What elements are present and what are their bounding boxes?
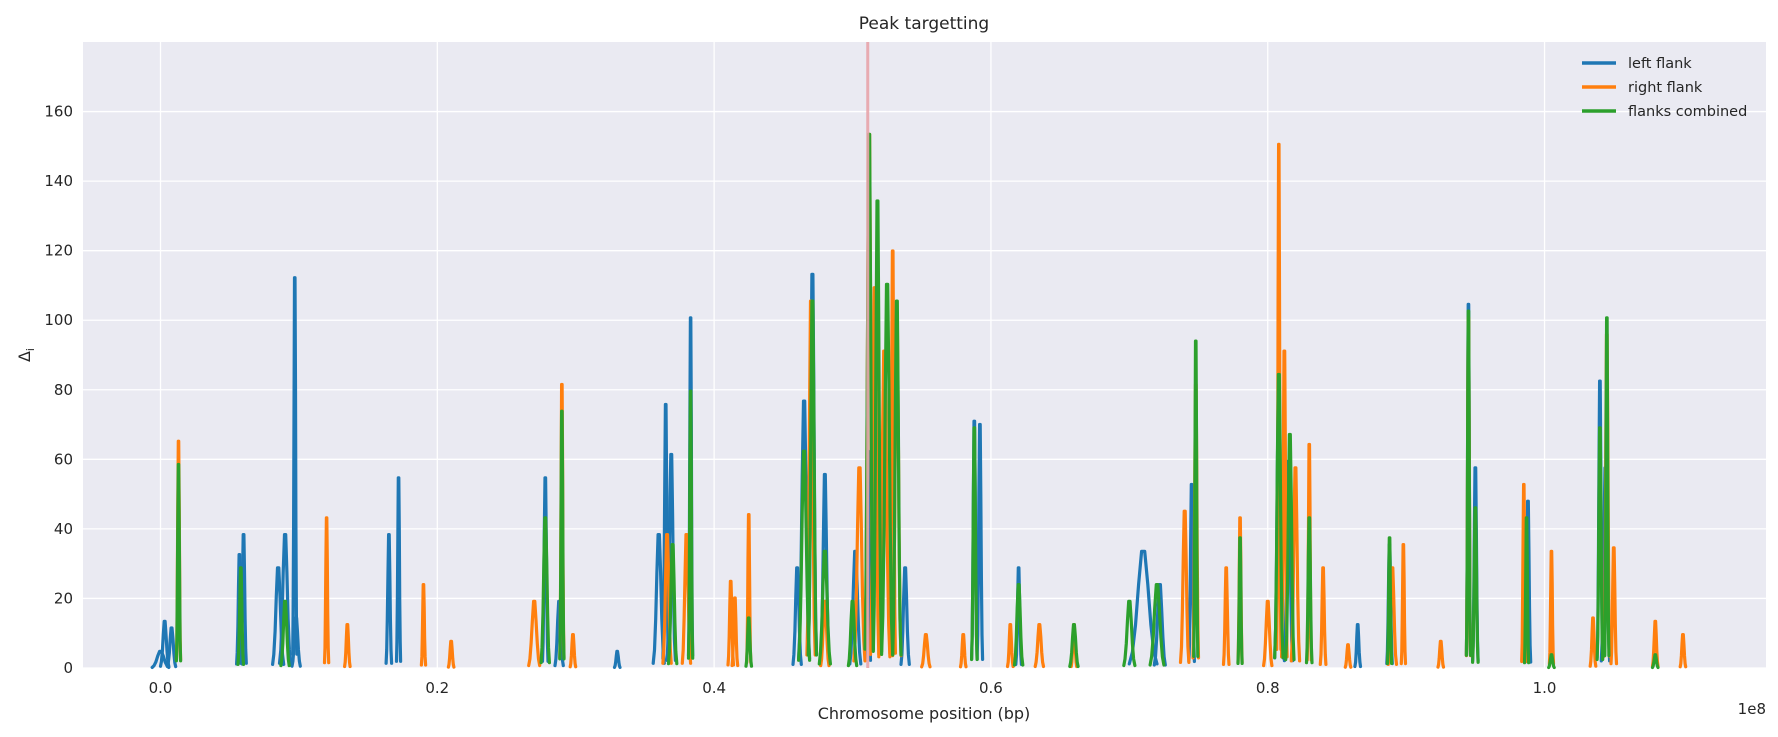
- right-flank-peak: [1318, 566, 1328, 666]
- combined-flank-peak: [871, 199, 884, 653]
- x-tick-label: 0.4: [702, 679, 726, 697]
- combined-flank-peak: [1471, 506, 1480, 664]
- right-flank-peak: [1547, 549, 1556, 666]
- right-flank-peak: [1399, 543, 1408, 666]
- right-flank-peak: [322, 516, 331, 665]
- combined-flank-peak: [666, 543, 679, 666]
- combined-flank-peak: [686, 389, 695, 660]
- x-axis-ticks: 0.0 0.2 0.4 0.6 0.8 1.0: [149, 679, 1557, 697]
- y-tick-label: 120: [44, 242, 73, 260]
- combined-flank-peak: [806, 299, 819, 657]
- legend-label-flanks-combined: flanks combined: [1628, 104, 1747, 120]
- right-flank-peak: [920, 633, 932, 669]
- combined-flank-peak: [880, 282, 895, 656]
- x-tick-label: 0.0: [149, 679, 173, 697]
- combined-flank-peak: [1236, 536, 1244, 665]
- y-tick-label: 140: [44, 172, 73, 190]
- left-flank-peak: [1152, 583, 1167, 667]
- combined-flank-peak: [1595, 426, 1605, 662]
- combined-flank-peak: [174, 462, 183, 663]
- combined-flank-peak: [1304, 516, 1314, 665]
- combined-flank-peak: [539, 516, 551, 665]
- series-lines: [150, 132, 1688, 670]
- combined-flank-peak: [1284, 432, 1296, 662]
- x-tick-label: 0.2: [425, 679, 449, 697]
- combined-flank-peak: [1122, 599, 1137, 668]
- y-tick-label: 40: [54, 520, 73, 538]
- combined-flank-peak: [1148, 583, 1166, 667]
- y-tick-label: 80: [54, 381, 73, 399]
- legend-label-right-flank: right flank: [1628, 80, 1703, 96]
- combined-flank-peak: [846, 599, 859, 668]
- combined-flank-peak: [1192, 339, 1200, 658]
- combined-flank-peak: [1068, 623, 1080, 669]
- right-flank-peak: [1221, 566, 1231, 666]
- x-tick-label: 0.8: [1256, 679, 1280, 697]
- combined-flank-peak: [1012, 583, 1025, 667]
- left-flank-peak: [899, 566, 911, 666]
- left-flank-peak: [394, 476, 403, 663]
- combined-flank-peak: [1603, 316, 1611, 658]
- legend: left flank right flank flanks combined: [1582, 56, 1747, 120]
- right-flank-peak: [1262, 599, 1274, 668]
- right-flank-peak: [568, 633, 578, 669]
- right-flank-peak: [343, 623, 352, 669]
- right-flank-peak: [958, 633, 968, 669]
- x-tick-label: 0.6: [979, 679, 1003, 697]
- combined-flank-peak: [1464, 309, 1473, 657]
- combined-flank-peak: [970, 426, 979, 662]
- combined-flank-peak: [817, 549, 832, 666]
- right-flank-peak: [446, 639, 456, 669]
- x-tick-label: 1.0: [1533, 679, 1557, 697]
- y-axis-title-main: Δ: [15, 351, 34, 362]
- chart-title: Peak targetting: [859, 14, 989, 34]
- grid: [83, 42, 1766, 669]
- right-flank-peak: [1678, 633, 1688, 669]
- right-flank-peak: [527, 599, 542, 668]
- y-tick-label: 0: [63, 659, 73, 677]
- y-axis-ticks: 0 20 40 60 80 100 120 140 160: [44, 103, 73, 677]
- left-flank-peak: [1353, 623, 1363, 669]
- right-flank-peak: [730, 596, 740, 668]
- combined-flank-peak: [1273, 372, 1285, 660]
- right-flank-peak: [1609, 546, 1619, 666]
- right-flank-peak: [852, 466, 867, 663]
- combined-flank-peak: [891, 299, 903, 657]
- combined-flank-peak: [236, 566, 246, 666]
- y-tick-label: 60: [54, 450, 73, 468]
- y-axis-title: Δi: [15, 348, 37, 362]
- left-flank-peak: [384, 533, 394, 665]
- left-flank-peak: [277, 533, 293, 665]
- left-flank-peak: [975, 422, 985, 661]
- right-flank-peak: [1033, 623, 1046, 669]
- right-flank-peak: [1005, 623, 1015, 669]
- left-flank-peak: [291, 276, 299, 656]
- combined-flank-peak: [744, 616, 754, 668]
- right-flank-peak: [1343, 643, 1353, 669]
- combined-flank-peak: [1522, 516, 1531, 665]
- left-flank-peak: [290, 616, 302, 668]
- combined-flank-peak: [1385, 536, 1394, 665]
- combined-flank-peak: [558, 409, 566, 661]
- y-tick-label: 20: [54, 589, 73, 607]
- combined-flank-peak: [279, 599, 291, 668]
- left-flank-peak: [150, 649, 171, 669]
- x-offset-label: 1e8: [1738, 700, 1766, 718]
- left-flank-peak: [165, 626, 178, 669]
- right-flank-peak: [1588, 616, 1598, 668]
- legend-label-left-flank: left flank: [1628, 56, 1692, 72]
- combined-flank-peak: [1547, 653, 1556, 670]
- right-flank-peak: [1436, 639, 1446, 669]
- x-axis-title: Chromosome position (bp): [818, 704, 1031, 723]
- right-flank-peak: [419, 583, 428, 667]
- y-tick-label: 160: [44, 103, 73, 121]
- y-tick-label: 100: [44, 311, 73, 329]
- plot-background: [83, 42, 1766, 668]
- right-flank-peak: [1178, 509, 1191, 664]
- left-flank-peak: [612, 649, 622, 669]
- combined-flank-peak: [1650, 653, 1660, 670]
- y-axis-title-subscript: i: [24, 348, 37, 351]
